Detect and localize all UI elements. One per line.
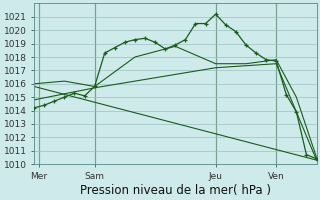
X-axis label: Pression niveau de la mer( hPa ): Pression niveau de la mer( hPa ) xyxy=(80,184,271,197)
